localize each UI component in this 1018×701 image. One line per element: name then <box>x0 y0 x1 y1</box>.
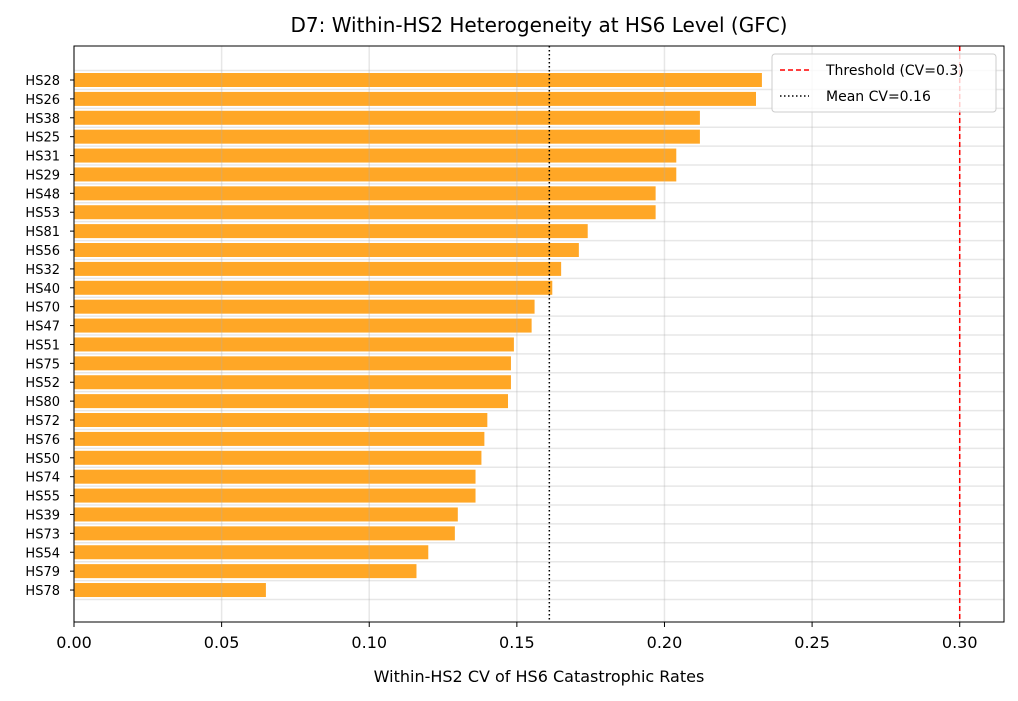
y-tick-label: HS29 <box>25 168 60 183</box>
bar-HS53 <box>74 205 656 220</box>
bar-HS56 <box>74 243 579 258</box>
bar-HS81 <box>74 224 588 239</box>
x-tick-label: 0.05 <box>204 633 240 652</box>
y-tick-label: HS39 <box>25 508 60 523</box>
y-tick-label: HS70 <box>25 301 60 316</box>
y-tick-label: HS51 <box>25 338 60 353</box>
plot-frame <box>73 45 1005 623</box>
y-tick-label: HS25 <box>25 131 60 146</box>
legend-threshold-label: Threshold (CV=0.3) <box>825 63 964 79</box>
y-tick-label: HS80 <box>25 395 60 410</box>
bar-HS51 <box>74 337 514 352</box>
y-tick-label: HS76 <box>25 433 60 448</box>
y-tick-label: HS26 <box>25 93 60 108</box>
bar-HS74 <box>74 469 476 484</box>
bar-HS79 <box>74 564 417 579</box>
bar-HS52 <box>74 375 511 390</box>
y-tick-label: HS55 <box>25 490 60 505</box>
bar-HS31 <box>74 148 677 163</box>
bar-HS28 <box>74 73 762 87</box>
y-tick-label: HS78 <box>25 584 60 599</box>
y-tick-label: HS47 <box>25 320 60 335</box>
y-tick-label: HS52 <box>25 376 60 391</box>
bar-HS78 <box>74 583 266 598</box>
legend-box <box>771 53 997 113</box>
bar-HS38 <box>74 110 700 125</box>
x-tick-label: 0.30 <box>942 633 978 652</box>
bar-HS47 <box>74 318 532 333</box>
y-tick-label: HS54 <box>25 546 60 561</box>
bar-HS40 <box>74 280 553 295</box>
bar-HS76 <box>74 431 485 446</box>
legend-mean-label: Mean CV=0.16 <box>826 89 931 105</box>
bar-HS26 <box>74 91 756 106</box>
x-tick-label: 0.00 <box>56 633 92 652</box>
bar-HS48 <box>74 186 656 201</box>
y-tick-label: HS72 <box>25 414 60 429</box>
x-tick-label: 0.15 <box>499 633 535 652</box>
y-tick-label: HS38 <box>25 112 60 127</box>
bars <box>74 73 762 598</box>
y-tick-label: HS28 <box>25 74 60 89</box>
legend: Threshold (CV=0.3) Mean CV=0.16 <box>771 53 997 113</box>
bar-HS50 <box>74 450 482 465</box>
y-tick-label: HS56 <box>25 244 60 259</box>
y-tick-label: HS40 <box>25 282 60 297</box>
bar-HS39 <box>74 507 458 522</box>
y-tick-label: HS53 <box>25 206 60 221</box>
y-tick-label: HS50 <box>25 452 60 467</box>
bar-HS29 <box>74 167 677 182</box>
bar-HS25 <box>74 129 700 144</box>
x-tick-label: 0.10 <box>351 633 387 652</box>
y-tick-label: HS31 <box>25 150 60 165</box>
bar-HS70 <box>74 299 535 314</box>
bar-HS72 <box>74 413 488 428</box>
chart-title: D7: Within-HS2 Heterogeneity at HS6 Leve… <box>291 13 788 37</box>
bar-HS55 <box>74 488 476 503</box>
x-axis-label: Within-HS2 CV of HS6 Catastrophic Rates <box>374 667 705 686</box>
bar-HS32 <box>74 261 562 276</box>
bar-HS75 <box>74 356 511 371</box>
y-tick-label: HS79 <box>25 565 60 580</box>
bar-HS80 <box>74 394 508 409</box>
grid <box>73 46 1004 622</box>
y-tick-label: HS32 <box>25 263 60 278</box>
y-ticks: HS28 HS26 HS38 HS25 HS31 HS29 HS48 HS53 HS81 HS56… <box>25 74 74 599</box>
bar-HS54 <box>74 545 429 560</box>
y-tick-label: HS74 <box>25 471 60 486</box>
x-tick-label: 0.20 <box>647 633 683 652</box>
y-tick-label: HS48 <box>25 187 60 202</box>
x-tick-label: 0.25 <box>794 633 830 652</box>
x-ticks: 0.00 0.05 0.10 0.15 0.20 0.25 0.30 <box>56 622 978 652</box>
y-tick-label: HS81 <box>25 225 60 240</box>
y-tick-label: HS75 <box>25 357 60 372</box>
reference-lines <box>548 46 961 622</box>
y-tick-label: HS73 <box>25 527 60 542</box>
bar-HS73 <box>74 526 455 541</box>
